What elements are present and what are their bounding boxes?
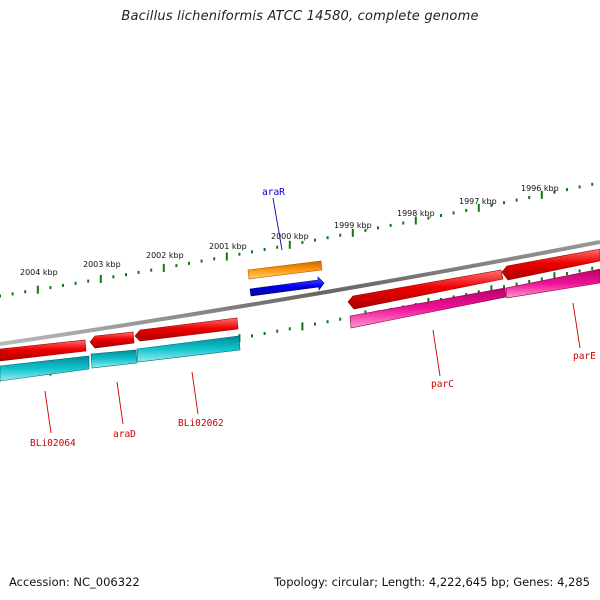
BLi02062-leader-line [191, 371, 199, 415]
outer-tick-ring [0, 182, 594, 298]
araR-gene-feature[interactable] [247, 260, 323, 280]
kbp-label-1997: 1997 kbp [459, 197, 497, 206]
BLi02064-gene-feature[interactable] [0, 339, 87, 362]
parE-gene-feature[interactable] [501, 248, 600, 281]
BLi02062-gene-feature[interactable] [134, 317, 239, 342]
kbp-label-2001: 2001 kbp [209, 242, 247, 251]
kbp-label-1999: 1999 kbp [334, 221, 372, 230]
kbp-label-1998: 1998 kbp [397, 209, 435, 218]
kbp-label-2003: 2003 kbp [83, 260, 121, 269]
BLi02064-cds-feature[interactable] [0, 355, 90, 382]
parC-leader-line [432, 329, 441, 377]
parE-cds-feature[interactable] [505, 268, 600, 299]
araD-cds-feature[interactable] [90, 349, 138, 369]
parE-leader-line [572, 302, 581, 349]
BLi02062-label: BLi02062 [178, 418, 224, 429]
araD-gene-feature[interactable] [89, 331, 135, 349]
araD-label: araD [113, 429, 136, 440]
BLi02064-leader-line [44, 390, 52, 434]
parC-label: parC [431, 379, 454, 390]
parC-cds-feature[interactable] [349, 287, 507, 329]
map-title: Bacillus licheniformis ATCC 14580, compl… [121, 9, 479, 24]
araD-leader-line [116, 381, 124, 425]
kbp-label-2000: 2000 kbp [271, 232, 309, 241]
araR-cds-feature[interactable] [249, 276, 325, 297]
parE-label: parE [573, 351, 596, 362]
BLi02062-cds-feature[interactable] [136, 335, 241, 363]
genome-summary-text: Topology: circular; Length: 4,222,645 bp… [274, 575, 590, 589]
kbp-label-2004: 2004 kbp [20, 268, 58, 277]
genome-backbone [0, 240, 600, 346]
parC-gene-feature[interactable] [347, 269, 504, 310]
araR-leader-line [272, 197, 283, 251]
accession-text: Accession: NC_006322 [9, 575, 140, 589]
BLi02064-label: BLi02064 [30, 438, 76, 449]
araR-label: araR [262, 187, 285, 198]
kbp-label-2002: 2002 kbp [146, 251, 184, 260]
kbp-label-1996: 1996 kbp [521, 184, 559, 193]
